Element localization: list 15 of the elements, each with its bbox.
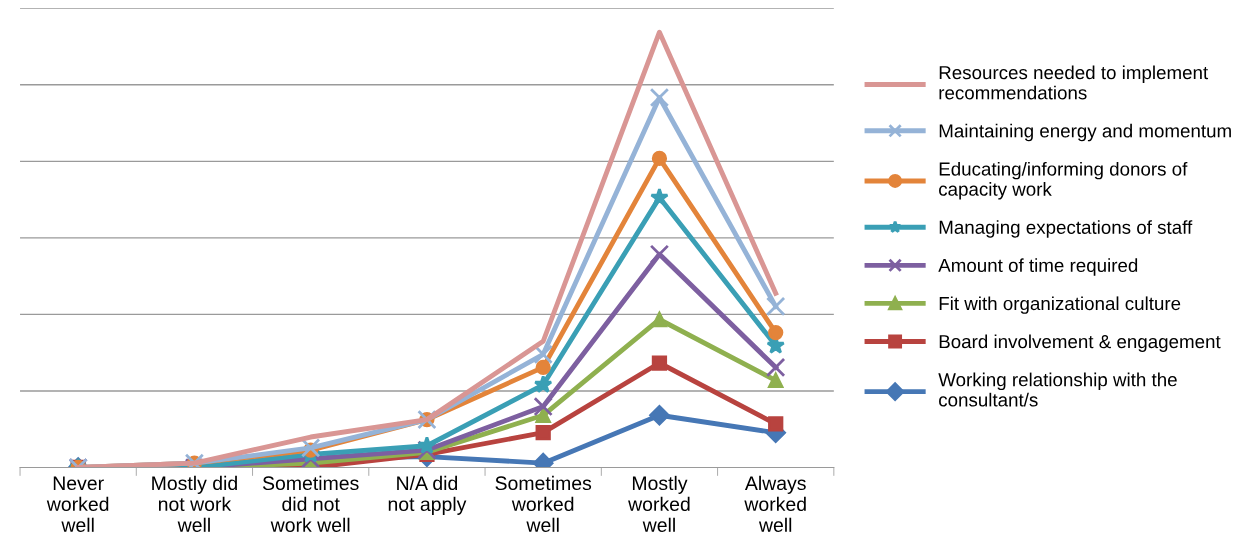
legend-label: Fit with organizational culture: [939, 296, 1181, 314]
legend-label: Board involvement & engagement: [939, 334, 1221, 352]
legend-label: Resources needed to implement recommendations: [939, 65, 1209, 100]
x-tick-label: Sometimes did not work well: [262, 475, 359, 532]
x-tick-label: Never worked well: [46, 476, 109, 532]
legend-label: Maintaining energy and momentum: [939, 123, 1231, 142]
legend-label: Educating/informing donors of capacity work: [939, 161, 1188, 200]
legend-label: Amount of time required: [938, 258, 1138, 276]
x-tick-label: Sometimes worked well: [495, 475, 592, 532]
x-tick-label: Always worked well: [744, 475, 806, 532]
legend-label: Working relationship with the consultant/s: [938, 372, 1177, 407]
legend-label: Managing expectations of staff: [939, 220, 1193, 238]
x-tick-label: Mostly worked well: [628, 475, 690, 532]
x-tick-label: N/A did not apply: [388, 475, 467, 515]
x-tick-label: Mostly did not work well: [152, 475, 237, 532]
